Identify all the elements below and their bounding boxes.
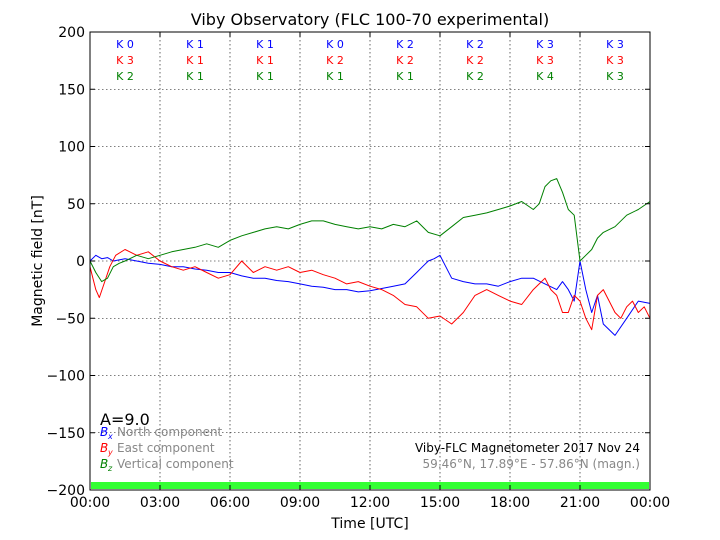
- y-tick-label: 50: [67, 197, 85, 213]
- x-tick-label: 09:00: [280, 495, 320, 511]
- legend-subscript: z: [107, 464, 113, 473]
- k-index-blue: K 3: [536, 38, 554, 51]
- x-tick-label: 06:00: [210, 495, 250, 511]
- k-index-red: K 2: [466, 54, 484, 67]
- grid-lines: [90, 32, 650, 490]
- y-tick-labels: −200 −150 −100 −50 0 50 100 150 200: [47, 25, 85, 499]
- k-index-green: K 3: [606, 70, 624, 83]
- series-line-z: [89, 178, 651, 283]
- x-tick-label: 18:00: [490, 495, 530, 511]
- series-line-y: [89, 249, 651, 331]
- y-tick-label: 100: [58, 140, 85, 156]
- legend-subscript: y: [107, 448, 113, 457]
- k-index-green: K 2: [116, 70, 134, 83]
- x-tick-label: 12:00: [350, 495, 390, 511]
- x-axis-label: Time [UTC]: [330, 516, 408, 532]
- x-tick-label: 00:00: [70, 495, 110, 511]
- info-line-2: 59.46°N, 17.89°E - 57.86°N (magn.): [423, 457, 640, 471]
- k-index-green: K 4: [536, 70, 554, 83]
- axis-ticks: [89, 31, 651, 491]
- k-index-blue: K 2: [396, 38, 414, 51]
- y-tick-label: 0: [76, 254, 85, 270]
- k-index-red: K 2: [396, 54, 414, 67]
- x-tick-label: 21:00: [560, 495, 600, 511]
- x-tick-label: 15:00: [420, 495, 460, 511]
- y-tick-label: −100: [47, 369, 85, 385]
- x-tick-label: 03:00: [140, 495, 180, 511]
- k-index-green: K 1: [186, 70, 204, 83]
- x-tick-label: 00:00: [630, 495, 670, 511]
- info-line-1: Viby-FLC Magnetometer 2017 Nov 24: [415, 441, 640, 455]
- k-index-green: K 1: [396, 70, 414, 83]
- y-tick-label: 200: [58, 25, 85, 41]
- legend-subscript: x: [107, 432, 113, 441]
- k-index-blue: K 0: [116, 38, 134, 51]
- legend-label: North component: [117, 425, 223, 439]
- k-index-red: K 2: [326, 54, 344, 67]
- k-index-red: K 1: [256, 54, 274, 67]
- y-tick-label: −150: [47, 426, 85, 442]
- k-index-blue: K 0: [326, 38, 344, 51]
- y-tick-label: −200: [47, 483, 85, 499]
- x-tick-labels: 00:00 03:00 06:00 09:00 12:00 15:00 18:00 21:00…: [70, 495, 670, 511]
- k-index-labels: K 0 K 1 K 1 K 0 K 2 K 2 K 3 K 3 K 3 K 1 K 1 K 2 K 2 K…: [116, 38, 624, 83]
- series-line-x: [89, 254, 651, 336]
- k-index-red: K 3: [116, 54, 134, 67]
- a-index-label: A=9.0: [100, 410, 150, 429]
- k-index-red: K 3: [606, 54, 624, 67]
- legend-symbol: B: [100, 425, 108, 439]
- k-index-blue: K 2: [466, 38, 484, 51]
- k-index-blue: K 3: [606, 38, 624, 51]
- legend-label: Vertical component: [117, 457, 234, 471]
- legend-symbol: B: [100, 441, 108, 455]
- k-index-green: K 1: [326, 70, 344, 83]
- k-index-red: K 3: [536, 54, 554, 67]
- k-index-blue: K 1: [186, 38, 204, 51]
- k-index-red: K 1: [186, 54, 204, 67]
- y-tick-label: 150: [58, 82, 85, 98]
- chart-title: Viby Observatory (FLC 100-70 experimenta…: [191, 10, 550, 29]
- k-index-blue: K 1: [256, 38, 274, 51]
- k-index-green: K 2: [466, 70, 484, 83]
- k-index-green: K 1: [256, 70, 274, 83]
- series-layer: [89, 178, 651, 336]
- y-axis-label: Magnetic field [nT]: [30, 195, 46, 327]
- legend-symbol: B: [100, 457, 108, 471]
- y-tick-label: −50: [55, 311, 85, 327]
- legend-label: East component: [117, 441, 215, 455]
